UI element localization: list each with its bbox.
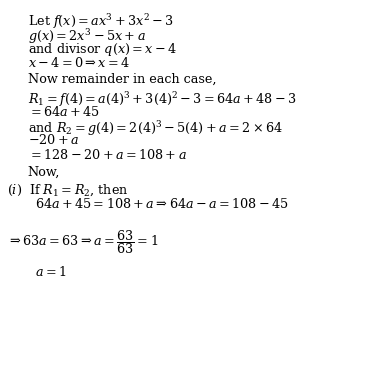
Text: $- 20 + a$: $- 20 + a$ bbox=[28, 133, 79, 147]
Text: $x - 4 = 0 \Rightarrow x = 4$: $x - 4 = 0 \Rightarrow x = 4$ bbox=[28, 56, 130, 70]
Text: and $R_2 = g(4) = 2(4)^3 - 5(4) + a = 2 \times 64$: and $R_2 = g(4) = 2(4)^3 - 5(4) + a = 2 … bbox=[28, 119, 283, 138]
Text: $= 64a + 45$: $= 64a + 45$ bbox=[28, 105, 100, 119]
Text: $(i)$  If $R_1 = R_2$, then: $(i)$ If $R_1 = R_2$, then bbox=[7, 182, 128, 198]
Text: $R_1 = f(4) = a(4)^3 + 3(4)^2 - 3 = 64a + 48 - 3$: $R_1 = f(4) = a(4)^3 + 3(4)^2 - 3 = 64a … bbox=[28, 90, 296, 109]
Text: $a = 1$: $a = 1$ bbox=[35, 265, 67, 279]
Text: Let $f(x) = ax^3 + 3x^2 - 3$: Let $f(x) = ax^3 + 3x^2 - 3$ bbox=[28, 12, 174, 32]
Text: Now remainder in each case,: Now remainder in each case, bbox=[28, 73, 216, 86]
Text: $= 128 - 20 + a = 108 + a$: $= 128 - 20 + a = 108 + a$ bbox=[28, 148, 187, 162]
Text: $g(x) = 2x^3 - 5x + a$: $g(x) = 2x^3 - 5x + a$ bbox=[28, 27, 146, 46]
Text: $64a + 45 = 108 + a \Rightarrow 64a - a = 108 - 45$: $64a + 45 = 108 + a \Rightarrow 64a - a … bbox=[35, 197, 289, 211]
Text: Now,: Now, bbox=[28, 165, 60, 178]
Text: $\Rightarrow 63a = 63 \Rightarrow a = \dfrac{63}{63} = 1$: $\Rightarrow 63a = 63 \Rightarrow a = \d… bbox=[7, 228, 158, 256]
Text: and divisor $q(x) = x - 4$: and divisor $q(x) = x - 4$ bbox=[28, 41, 177, 58]
